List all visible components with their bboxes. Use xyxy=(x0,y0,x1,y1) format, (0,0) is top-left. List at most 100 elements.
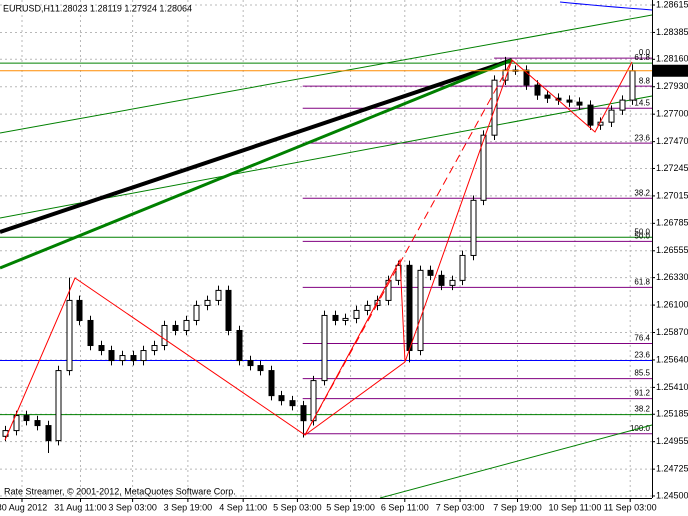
symbol: EURUSD,H1 xyxy=(3,3,55,13)
x-tick-label: 3 Sep 03:00 xyxy=(108,502,157,512)
zigzag-dashed xyxy=(304,59,513,436)
fib-label: 0.0 xyxy=(639,48,651,57)
zigzag-line xyxy=(304,361,406,436)
trend-line xyxy=(0,58,513,234)
fib-label: 38.2 xyxy=(634,405,650,414)
candle-body xyxy=(364,304,371,311)
trend-line xyxy=(559,1,653,11)
candle-body xyxy=(321,314,328,382)
y-tick-label: 1.24500 xyxy=(656,490,688,500)
candle-body xyxy=(619,99,626,111)
y-tick-label: 1.25640 xyxy=(656,354,688,364)
candle-body xyxy=(417,269,424,352)
fib-label: 14.5 xyxy=(634,98,650,107)
y-tick-label: 1.25185 xyxy=(656,409,688,419)
candle-body xyxy=(502,69,509,81)
candle-body xyxy=(587,104,594,126)
candle-body xyxy=(470,199,477,256)
x-tick-label: 31 Aug 11:00 xyxy=(54,502,106,512)
candle-body xyxy=(66,299,73,372)
quote: 1.28023 1.28119 1.27924 1.28064 xyxy=(55,3,192,13)
candle-body xyxy=(204,299,211,306)
x-tick-label: 7 Sep 03:00 xyxy=(436,502,485,512)
candle-body xyxy=(13,415,20,432)
zigzag-line xyxy=(4,59,633,441)
candle-body xyxy=(151,345,158,352)
candle-body xyxy=(236,329,243,362)
candle-body xyxy=(427,269,434,276)
y-tick-label: 1.26555 xyxy=(656,245,688,255)
candle-body xyxy=(353,309,360,319)
candle-body xyxy=(215,289,222,301)
y-tick-label: 1.26785 xyxy=(656,218,688,228)
x-tick-label: 10 Sep 11:00 xyxy=(548,502,601,512)
fib-label: 50.0 xyxy=(634,227,650,236)
y-tick-label: 1.27015 xyxy=(656,190,688,200)
candle-body xyxy=(34,420,41,427)
y-tick-label: 1.28615 xyxy=(656,0,688,9)
y-tick-label: 1.26330 xyxy=(656,272,688,282)
candle-body xyxy=(629,70,636,101)
candle-body xyxy=(459,254,466,281)
fib-label: 61.8 xyxy=(634,278,650,287)
trend-line xyxy=(0,58,513,270)
candle-body xyxy=(534,84,541,96)
x-tick-label: 3 Sep 19:00 xyxy=(164,502,213,512)
y-tick-label: 1.27245 xyxy=(656,163,688,173)
y-tick-label: 1.28385 xyxy=(656,27,688,37)
candle-body xyxy=(406,264,413,352)
x-tick-label: 6 Sep 11:00 xyxy=(381,502,429,512)
x-tick-label: 11 Sep 03:00 xyxy=(604,502,657,512)
candle-body xyxy=(193,304,200,321)
zigzag xyxy=(4,59,633,441)
y-tick-label: 1.24725 xyxy=(656,464,688,474)
candle-body xyxy=(278,395,285,402)
x-tick-label: 30 Aug 2012 xyxy=(0,502,47,512)
y-tick-label: 1.25870 xyxy=(656,327,688,337)
y-tick-label: 1.27470 xyxy=(656,136,688,146)
candle-body xyxy=(140,350,147,362)
candle-body xyxy=(172,324,179,331)
candle-body xyxy=(55,370,62,442)
candle-body xyxy=(300,405,307,422)
candle-body xyxy=(23,415,30,422)
y-tick-label: 1.28160 xyxy=(656,54,688,64)
footer: Rate Streamer, © 2001-2012, MetaQuotes S… xyxy=(4,486,236,496)
candle-body xyxy=(608,109,615,123)
fib-label: 23.6 xyxy=(634,351,650,360)
candle-body xyxy=(183,319,190,331)
candle-body xyxy=(289,400,296,407)
candle-body xyxy=(438,274,445,286)
x-tick-label: 4 Sep 11:00 xyxy=(219,502,267,512)
fib-label: 61.8 xyxy=(634,53,650,62)
candle-body xyxy=(332,314,339,321)
candle-body xyxy=(310,380,317,422)
candle-body xyxy=(480,134,487,201)
candle-body xyxy=(161,324,168,347)
candle-body xyxy=(449,279,456,286)
y-tick-label: 1.27930 xyxy=(656,81,688,91)
fib-label: 8.8 xyxy=(639,76,651,85)
trend-line xyxy=(0,95,653,219)
fib-label: 91.2 xyxy=(634,389,650,398)
price-badge xyxy=(653,64,688,77)
fib-label: 76.4 xyxy=(634,334,650,343)
candle-body xyxy=(491,79,498,136)
y-tick-label: 1.27700 xyxy=(656,109,688,119)
y-tick-label: 1.24955 xyxy=(656,436,688,446)
trend-lines xyxy=(0,1,653,499)
candle-body xyxy=(257,365,264,372)
candle-body xyxy=(130,355,137,362)
candle-body xyxy=(268,370,275,397)
candle-body xyxy=(225,289,232,331)
x-tick-label: 5 Sep 19:00 xyxy=(326,502,375,512)
candle-body xyxy=(45,425,52,442)
y-tick-label: 1.26100 xyxy=(656,299,688,309)
fib-label: 85.5 xyxy=(634,369,650,378)
x-tick-label: 7 Sep 19:00 xyxy=(493,502,542,512)
candle-body xyxy=(342,317,349,321)
x-tick-label: 5 Sep 03:00 xyxy=(273,502,322,512)
